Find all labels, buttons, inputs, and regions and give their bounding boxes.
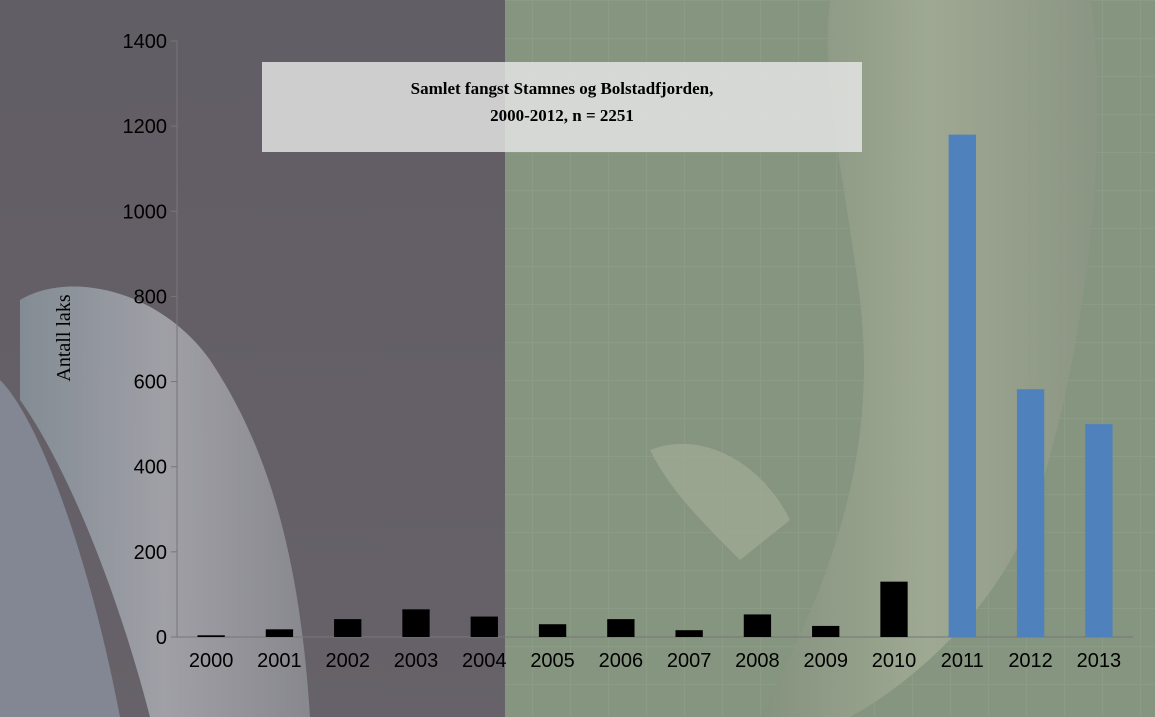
y-axis-label: Antall laks	[53, 294, 75, 381]
y-tick-label: 1000	[123, 201, 168, 223]
bar-2013	[1085, 424, 1113, 637]
y-tick-label: 1200	[123, 116, 168, 138]
x-tick-label: 2006	[599, 650, 644, 672]
x-tick-label: 2003	[394, 650, 439, 672]
x-tick-label: 2009	[803, 650, 848, 672]
y-tick-label: 800	[134, 286, 167, 308]
bar-2012	[1016, 389, 1045, 637]
x-tick-label: 2008	[735, 650, 780, 672]
bar-series	[197, 134, 1113, 637]
bar-2004	[470, 616, 498, 637]
x-tick-label: 2000	[189, 650, 234, 672]
x-axis-ticks: 2000 2001 2002 2003 2004 2005 2006 2007 2008 2009…	[189, 650, 1121, 672]
x-tick-label: 2001	[257, 650, 302, 672]
x-tick-label: 2007	[667, 650, 712, 672]
bar-2010	[880, 581, 908, 637]
chart-title-line-2: 2000-2012, n = 2251	[490, 106, 634, 125]
bar-2003	[402, 609, 430, 637]
bar-2005	[538, 624, 567, 637]
y-tick-label: 200	[134, 542, 167, 564]
bar-2006	[607, 619, 635, 637]
y-tick-label: 400	[134, 457, 167, 479]
bar-2007	[675, 630, 703, 637]
chart-title-box	[262, 62, 862, 152]
y-axis-ticks: 0 200 400 600 800 1000 1200 1400	[123, 31, 177, 649]
x-tick-label: 2012	[1008, 650, 1053, 672]
x-tick-label: 2002	[325, 650, 370, 672]
bar-2011	[948, 134, 976, 637]
x-tick-label: 2005	[530, 650, 575, 672]
x-tick-label: 2013	[1077, 650, 1122, 672]
x-tick-label: 2010	[872, 650, 917, 672]
bar-2008	[743, 614, 772, 637]
y-tick-label: 1400	[123, 31, 168, 53]
bar-2000	[197, 635, 225, 637]
chart-title-line-1: Samlet fangst Stamnes og Bolstadfjorden,	[411, 79, 714, 98]
y-tick-label: 600	[134, 372, 167, 394]
bar-2009	[812, 625, 840, 637]
x-tick-label: 2011	[941, 650, 984, 672]
bar-2001	[265, 629, 294, 637]
x-tick-label: 2004	[462, 650, 507, 672]
bar-2002	[334, 619, 362, 637]
y-tick-label: 0	[156, 627, 167, 649]
